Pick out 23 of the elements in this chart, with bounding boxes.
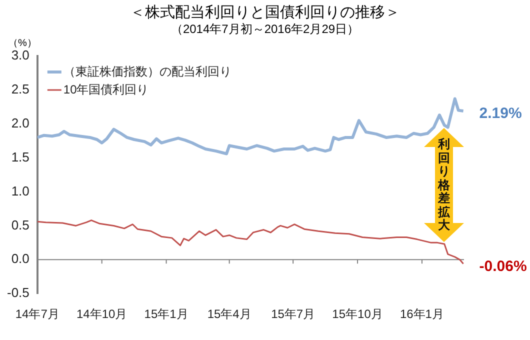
annotation: 利回り格差拡大	[436, 137, 451, 232]
y-tick-label: 1.5	[11, 149, 30, 164]
x-tick-label: 14年7月	[15, 307, 60, 322]
y-tick-label: -0.5	[6, 285, 30, 300]
x-tick-label: 15年10月	[332, 307, 383, 322]
annotation: -0.06%	[479, 258, 527, 275]
x-tick-label: 15年4月	[207, 307, 252, 322]
x-tick-label: 15年1月	[144, 307, 188, 322]
legend-label: 10年国債利回り	[63, 82, 149, 96]
y-tick-label: 3.0	[11, 48, 30, 63]
chart-title: ＜株式配当利回りと国債利回りの推移＞	[129, 3, 401, 21]
y-tick-label: 0.5	[11, 217, 30, 232]
x-tick-label: 15年7月	[271, 307, 316, 322]
y-tick-label: 1.0	[11, 183, 30, 198]
x-tick-label: 16年1月	[400, 307, 444, 322]
x-tick-label: 14年10月	[76, 307, 128, 322]
legend-label: （東証株価指数）の配当利回り	[63, 64, 232, 78]
y-axis-title: （%）	[8, 37, 37, 50]
chart-subtitle: （2014年7月初～2016年2月29日）	[170, 21, 360, 37]
y-tick-label: 2.5	[11, 82, 30, 97]
y-tick-label: 2.0	[11, 115, 30, 130]
annotation: 2.19%	[479, 105, 522, 122]
y-tick-label: 0.0	[11, 251, 30, 266]
